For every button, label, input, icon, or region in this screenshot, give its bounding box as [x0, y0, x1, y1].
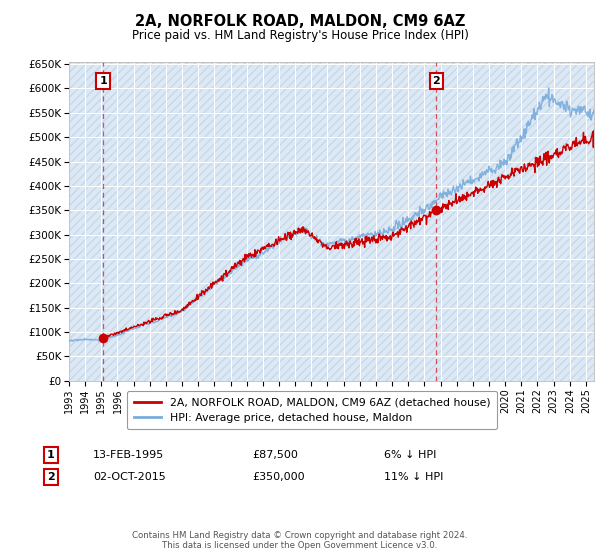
Text: 02-OCT-2015: 02-OCT-2015	[93, 472, 166, 482]
Text: Contains HM Land Registry data © Crown copyright and database right 2024.
This d: Contains HM Land Registry data © Crown c…	[132, 530, 468, 550]
Text: £350,000: £350,000	[252, 472, 305, 482]
Text: Price paid vs. HM Land Registry's House Price Index (HPI): Price paid vs. HM Land Registry's House …	[131, 29, 469, 42]
Text: £87,500: £87,500	[252, 450, 298, 460]
Text: 1: 1	[99, 76, 107, 86]
Text: 11% ↓ HPI: 11% ↓ HPI	[384, 472, 443, 482]
Text: 2A, NORFOLK ROAD, MALDON, CM9 6AZ: 2A, NORFOLK ROAD, MALDON, CM9 6AZ	[135, 14, 465, 29]
Text: 13-FEB-1995: 13-FEB-1995	[93, 450, 164, 460]
Text: 1: 1	[47, 450, 55, 460]
Text: 2: 2	[47, 472, 55, 482]
Legend: 2A, NORFOLK ROAD, MALDON, CM9 6AZ (detached house), HPI: Average price, detached: 2A, NORFOLK ROAD, MALDON, CM9 6AZ (detac…	[127, 391, 497, 430]
Text: 6% ↓ HPI: 6% ↓ HPI	[384, 450, 436, 460]
Text: 2: 2	[433, 76, 440, 86]
